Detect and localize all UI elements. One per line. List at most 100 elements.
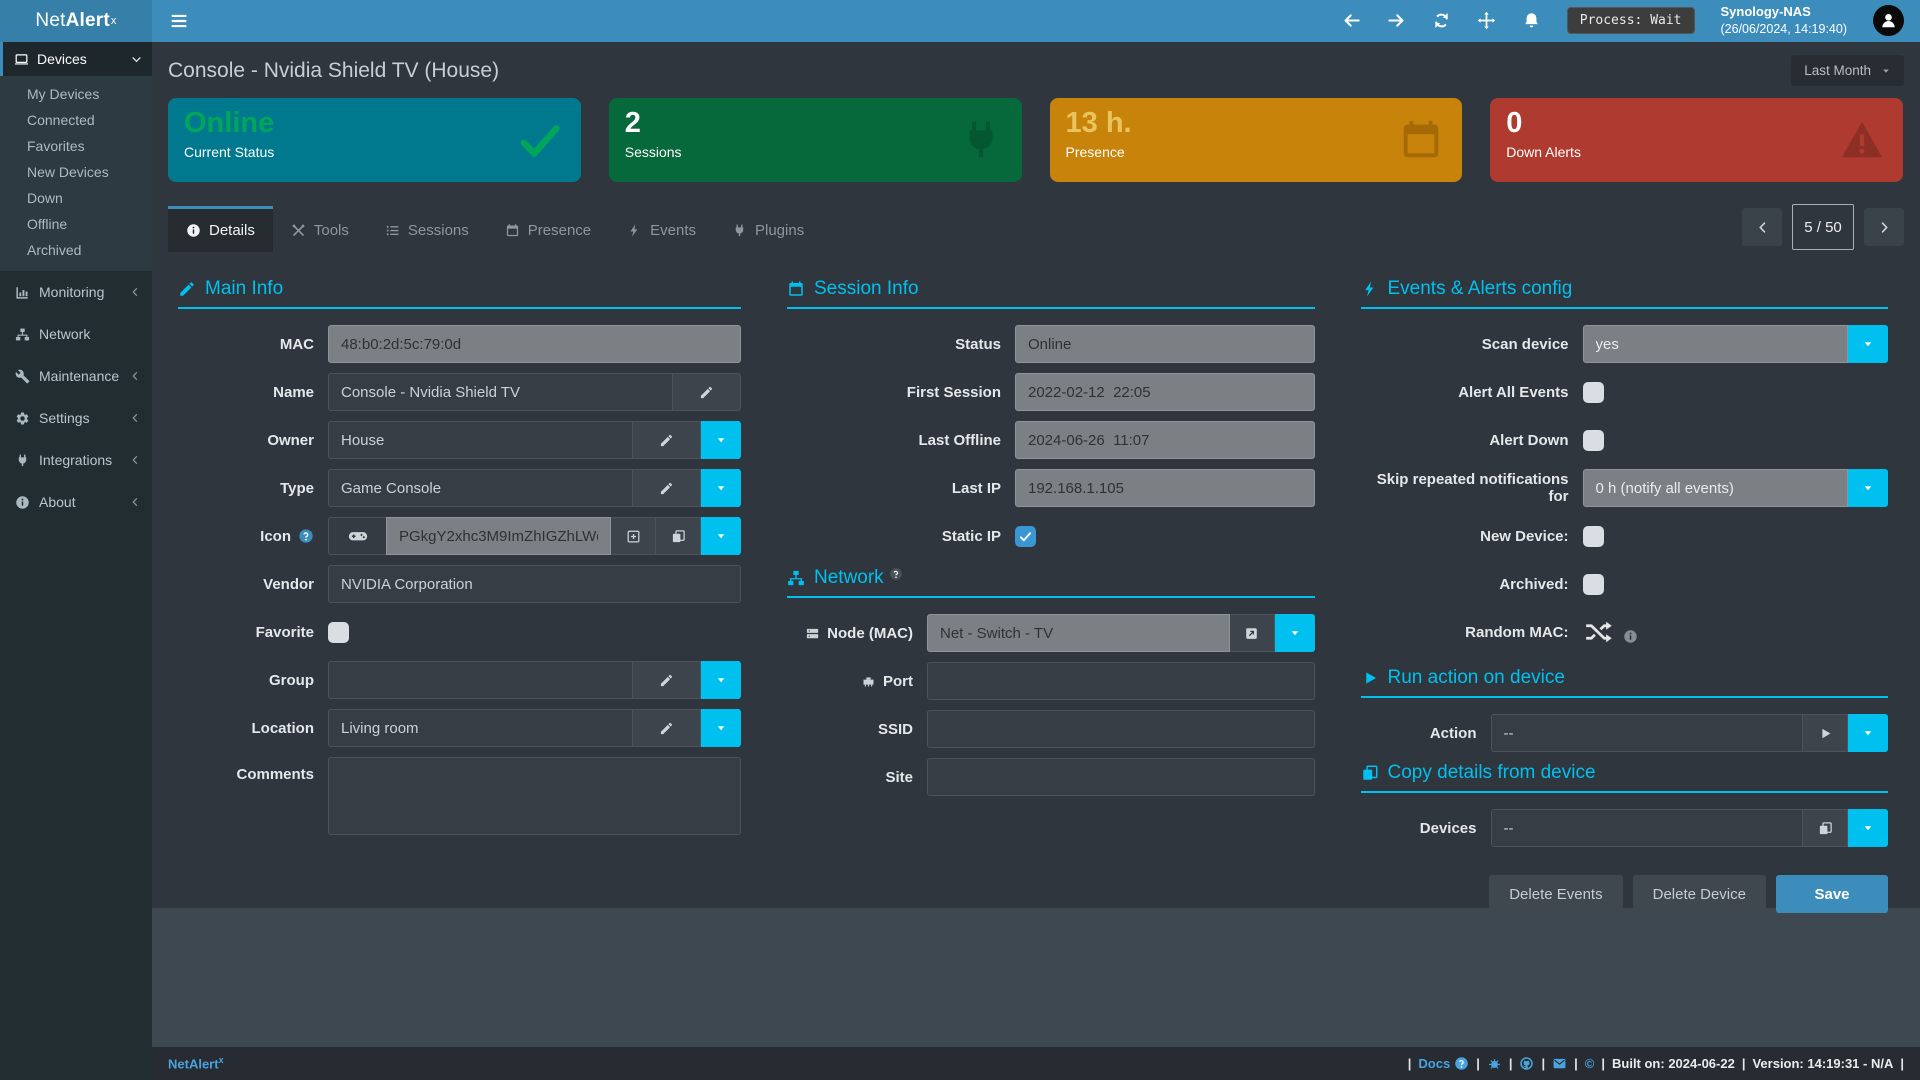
type-dropdown-button[interactable] <box>701 469 741 507</box>
sidebar-item-monitoring[interactable]: Monitoring <box>0 271 152 313</box>
copy-devices-select[interactable] <box>1490 809 1803 847</box>
node-open-button[interactable] <box>1229 614 1275 652</box>
location-field[interactable] <box>328 709 633 747</box>
envelope-icon <box>1552 1056 1567 1071</box>
sessions-card[interactable]: 2 Sessions <box>608 98 1022 182</box>
owner-dropdown-button[interactable] <box>701 421 741 459</box>
delete-device-button[interactable]: Delete Device <box>1632 875 1766 913</box>
group-field[interactable] <box>328 661 633 699</box>
sidebar-item-about[interactable]: About <box>0 481 152 523</box>
action-dropdown-button[interactable] <box>1848 714 1888 752</box>
tab-events[interactable]: Events <box>609 206 714 252</box>
icon-dropdown-button[interactable] <box>701 517 741 555</box>
last-ip-field[interactable] <box>1015 469 1315 507</box>
down-alerts-card[interactable]: 0 Down Alerts <box>1490 98 1903 182</box>
presence-card[interactable]: 13 h. Presence <box>1049 98 1463 182</box>
sitemap-icon <box>787 569 805 587</box>
nav-back-arrow-icon[interactable] <box>1342 11 1361 30</box>
copy-devices-button[interactable] <box>1803 809 1848 847</box>
location-edit-button[interactable] <box>633 709 701 747</box>
location-dropdown-button[interactable] <box>701 709 741 747</box>
current-status-card[interactable]: Online Current Status <box>168 98 581 182</box>
sidebar-item-down[interactable]: Down <box>27 190 63 206</box>
sidebar-item-my-devices[interactable]: My Devices <box>27 86 100 102</box>
chart-icon <box>15 285 30 300</box>
owner-field[interactable] <box>328 421 633 459</box>
email-link[interactable] <box>1552 1056 1567 1071</box>
question-circle-icon[interactable] <box>298 528 314 544</box>
sidebar-item-connected[interactable]: Connected <box>27 112 95 128</box>
user-avatar[interactable] <box>1873 5 1904 37</box>
sidebar-item-integrations[interactable]: Integrations <box>0 439 152 481</box>
owner-edit-button[interactable] <box>633 421 701 459</box>
action-select[interactable] <box>1490 714 1803 752</box>
docs-link[interactable]: Docs <box>1418 1056 1469 1071</box>
delete-events-button[interactable]: Delete Events <box>1489 875 1623 913</box>
tab-details-label: Details <box>209 222 255 239</box>
new-device-checkbox[interactable] <box>1582 525 1604 547</box>
port-field[interactable] <box>927 662 1315 700</box>
github-link[interactable] <box>1519 1056 1534 1071</box>
shuffle-icon[interactable] <box>1583 617 1613 647</box>
sidebar-item-favorites[interactable]: Favorites <box>27 138 85 154</box>
sidebar-item-new-devices[interactable]: New Devices <box>27 164 109 180</box>
last-offline-field[interactable] <box>1015 421 1315 459</box>
process-status-badge[interactable]: Process: Wait <box>1566 7 1695 35</box>
favorite-checkbox[interactable] <box>328 621 349 643</box>
icon-base64-field[interactable] <box>386 517 611 555</box>
sidebar-item-devices[interactable]: Devices <box>0 42 152 76</box>
archived-checkbox[interactable] <box>1582 573 1604 595</box>
scan-device-dropdown-button[interactable] <box>1848 325 1888 363</box>
node-dropdown-button[interactable] <box>1274 614 1315 652</box>
node-mac-field[interactable] <box>927 614 1230 652</box>
action-run-button[interactable] <box>1803 714 1848 752</box>
tab-details[interactable]: Details <box>168 206 273 252</box>
period-select[interactable]: Last Month <box>1791 55 1904 86</box>
sidebar-item-maintenance[interactable]: Maintenance <box>0 355 152 397</box>
bug-report-link[interactable] <box>1487 1056 1502 1071</box>
icon-copy-button[interactable] <box>656 517 701 555</box>
name-edit-button[interactable] <box>673 373 741 411</box>
comments-field[interactable] <box>328 757 741 835</box>
first-session-field[interactable] <box>1015 373 1315 411</box>
sidebar-item-offline[interactable]: Offline <box>27 216 68 232</box>
group-edit-button[interactable] <box>633 661 701 699</box>
sidebar-item-network[interactable]: Network <box>0 313 152 355</box>
nav-move-icon[interactable] <box>1477 11 1496 30</box>
alert-all-events-checkbox[interactable] <box>1582 381 1604 403</box>
icon-add-button[interactable] <box>611 517 656 555</box>
copyright-link[interactable]: © <box>1584 1056 1595 1071</box>
skip-notifications-dropdown-button[interactable] <box>1848 469 1888 507</box>
type-edit-button[interactable] <box>633 469 701 507</box>
site-field[interactable] <box>927 758 1315 796</box>
copy-devices-dropdown-button[interactable] <box>1848 809 1888 847</box>
nav-forward-arrow-icon[interactable] <box>1387 11 1406 30</box>
tab-tools[interactable]: Tools <box>273 206 367 252</box>
vendor-field[interactable] <box>328 565 741 603</box>
name-field[interactable] <box>328 373 673 411</box>
type-field[interactable] <box>328 469 633 507</box>
question-circle-icon[interactable] <box>889 567 903 581</box>
skip-notifications-select[interactable] <box>1582 469 1848 507</box>
pager-prev-button[interactable] <box>1742 208 1782 246</box>
alert-down-checkbox[interactable] <box>1582 429 1604 451</box>
pager-next-button[interactable] <box>1864 208 1904 246</box>
ssid-field[interactable] <box>927 710 1315 748</box>
sidebar-item-settings[interactable]: Settings <box>0 397 152 439</box>
status-field[interactable] <box>1015 325 1315 363</box>
nav-refresh-icon[interactable] <box>1432 11 1451 30</box>
static-ip-checkbox[interactable] <box>1015 525 1036 547</box>
mac-field[interactable] <box>328 325 741 363</box>
group-dropdown-button[interactable] <box>701 661 741 699</box>
footer-brand[interactable]: NetAlertx <box>168 1055 224 1071</box>
nav-bell-icon[interactable] <box>1522 11 1541 30</box>
app-logo[interactable]: Net Alert x <box>0 0 152 42</box>
sidebar-toggle-hamburger-icon[interactable] <box>168 10 190 32</box>
scan-device-select[interactable] <box>1582 325 1848 363</box>
save-button[interactable]: Save <box>1776 875 1888 913</box>
tab-sessions[interactable]: Sessions <box>367 206 487 252</box>
info-circle-icon[interactable] <box>1623 629 1638 644</box>
tab-plugins[interactable]: Plugins <box>714 206 822 252</box>
sidebar-item-archived[interactable]: Archived <box>27 242 82 258</box>
tab-presence[interactable]: Presence <box>487 206 609 252</box>
